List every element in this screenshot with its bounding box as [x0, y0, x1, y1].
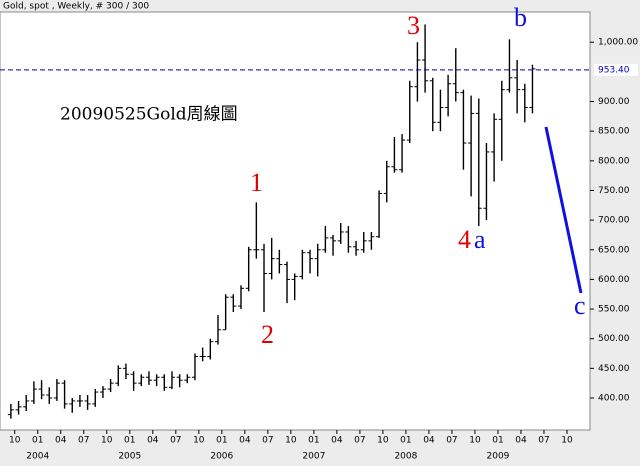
x-tick-label: 10 — [101, 436, 113, 446]
x-tick-label: 01 — [400, 436, 411, 446]
x-tick-label: 04 — [55, 436, 67, 446]
x-tick-label: 01 — [32, 436, 43, 446]
y-tick-label: 1,000.00 — [598, 38, 638, 48]
y-tick-label: 900.00 — [598, 97, 630, 107]
x-tick-label: 07 — [170, 436, 181, 446]
x-year-label: 2008 — [394, 452, 417, 462]
x-tick-label: 01 — [216, 436, 227, 446]
x-tick-label: 07 — [446, 436, 457, 446]
x-tick-label: 10 — [377, 436, 389, 446]
y-tick-label: 700.00 — [598, 216, 630, 226]
x-tick-label: 04 — [423, 436, 435, 446]
y-tick-label: 850.00 — [598, 127, 630, 137]
y-tick-label: 400.00 — [598, 393, 630, 403]
x-tick-label: 07 — [78, 436, 89, 446]
x-tick-label: 07 — [354, 436, 365, 446]
annotation: 20090525Gold周線圖 — [60, 105, 238, 125]
wave-label: 2 — [261, 320, 274, 349]
x-tick-label: 07 — [538, 436, 549, 446]
x-year-label: 2009 — [487, 452, 510, 462]
plot-area — [0, 11, 591, 431]
wave-label: 3 — [407, 11, 420, 40]
y-tick-label: 800.00 — [598, 156, 630, 166]
x-tick-label: 01 — [124, 436, 135, 446]
wave-label: c — [574, 291, 586, 320]
x-year-label: 2005 — [118, 452, 141, 462]
x-year-label: 2006 — [210, 452, 233, 462]
wave-label: 1 — [250, 168, 263, 197]
x-tick-label: 10 — [9, 436, 21, 446]
y-tick-label: 500.00 — [598, 334, 630, 344]
x-tick-label: 04 — [147, 436, 159, 446]
y-tick-label: 450.00 — [598, 364, 630, 374]
chart-title: Gold, spot , Weekly, # 300 / 300 — [3, 2, 149, 12]
projection-line — [544, 126, 583, 294]
y-tick-label: 650.00 — [598, 245, 630, 255]
x-year-label: 2007 — [302, 452, 325, 462]
x-tick-label: 01 — [308, 436, 319, 446]
last-price-box — [594, 63, 638, 76]
wave-label: b — [514, 3, 527, 32]
x-tick-label: 10 — [285, 436, 297, 446]
wave-label: a — [474, 225, 486, 254]
last-price-label: 953.40 — [598, 65, 630, 75]
x-year-label: 2004 — [26, 452, 49, 462]
x-tick-label: 04 — [515, 436, 527, 446]
y-tick-label: 600.00 — [598, 275, 630, 285]
x-tick-label: 04 — [331, 436, 343, 446]
x-tick-label: 01 — [492, 436, 503, 446]
x-tick-label: 10 — [193, 436, 205, 446]
x-tick-label: 10 — [469, 436, 481, 446]
y-tick-label: 550.00 — [598, 305, 630, 315]
x-tick-label: 04 — [239, 436, 251, 446]
wave-label: 4 — [458, 225, 471, 254]
x-tick-label: 10 — [561, 436, 573, 446]
y-tick-label: 750.00 — [598, 186, 630, 196]
x-tick-label: 07 — [262, 436, 273, 446]
